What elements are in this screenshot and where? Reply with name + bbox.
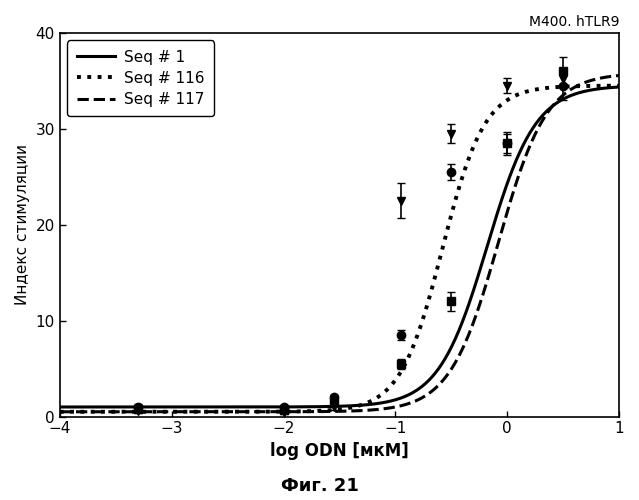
Seq # 117: [615, 72, 623, 78]
Legend: Seq # 1, Seq # 116, Seq # 117: Seq # 1, Seq # 116, Seq # 117: [68, 40, 213, 116]
Seq # 1: [358, 402, 366, 408]
Seq # 116: [321, 408, 329, 414]
Text: Фиг. 21: Фиг. 21: [281, 477, 358, 495]
Seq # 116: [358, 402, 366, 407]
Y-axis label: Индекс стимуляции: Индекс стимуляции: [15, 144, 30, 305]
Seq # 116: [56, 409, 64, 415]
Line: Seq # 1: Seq # 1: [60, 87, 619, 407]
X-axis label: log ODN [мкМ]: log ODN [мкМ]: [270, 442, 409, 460]
Seq # 117: [56, 409, 64, 415]
Text: M400. hTLR9: M400. hTLR9: [528, 15, 619, 29]
Seq # 116: [389, 380, 397, 386]
Seq # 1: [321, 404, 329, 409]
Seq # 117: [325, 408, 333, 414]
Seq # 117: [514, 174, 522, 180]
Seq # 116: [615, 82, 623, 88]
Seq # 117: [602, 74, 610, 80]
Seq # 1: [615, 84, 623, 90]
Seq # 117: [358, 408, 366, 414]
Seq # 116: [514, 92, 522, 98]
Line: Seq # 117: Seq # 117: [60, 76, 619, 412]
Seq # 1: [56, 404, 64, 410]
Seq # 117: [389, 404, 397, 410]
Seq # 116: [325, 408, 333, 414]
Seq # 116: [602, 83, 610, 89]
Line: Seq # 116: Seq # 116: [60, 86, 619, 412]
Seq # 117: [321, 408, 329, 414]
Seq # 1: [602, 85, 610, 91]
Seq # 1: [514, 152, 522, 158]
Seq # 1: [389, 398, 397, 404]
Seq # 1: [325, 404, 333, 409]
